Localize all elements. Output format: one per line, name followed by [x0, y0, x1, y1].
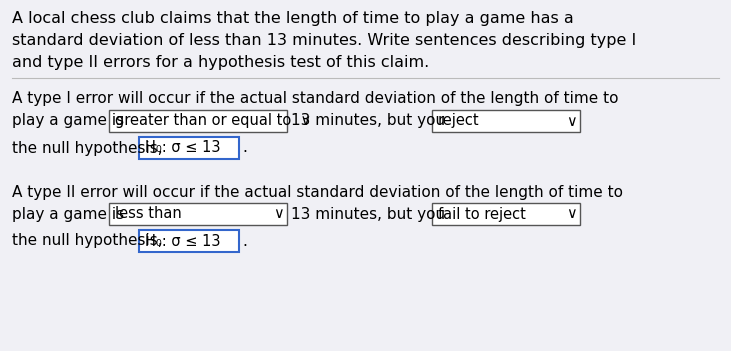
Bar: [109, 110, 287, 132]
Text: ∨: ∨: [273, 206, 284, 221]
Text: the null hypothesis,: the null hypothesis,: [12, 140, 162, 155]
Text: less than: less than: [115, 206, 182, 221]
Text: standard deviation of less than 13 minutes. Write sentences describing type I: standard deviation of less than 13 minut…: [12, 33, 636, 47]
Text: .: .: [242, 140, 247, 155]
Text: H₀: σ ≤ 13: H₀: σ ≤ 13: [145, 140, 221, 155]
Bar: [432, 110, 580, 132]
Text: 13 minutes, but you: 13 minutes, but you: [291, 206, 445, 221]
Text: 13 minutes, but you: 13 minutes, but you: [291, 113, 445, 128]
Text: greater than or equal to  ∨: greater than or equal to ∨: [115, 113, 311, 128]
Text: reject: reject: [438, 113, 480, 128]
Text: and type II errors for a hypothesis test of this claim.: and type II errors for a hypothesis test…: [12, 54, 429, 69]
Bar: [432, 203, 580, 225]
Text: ∨: ∨: [566, 206, 577, 221]
Text: A type I error will occur if the actual standard deviation of the length of time: A type I error will occur if the actual …: [12, 92, 618, 106]
Text: fail to reject: fail to reject: [438, 206, 526, 221]
Bar: [139, 230, 239, 252]
Text: A local chess club claims that the length of time to play a game has a: A local chess club claims that the lengt…: [12, 11, 574, 26]
Bar: [109, 203, 287, 225]
Text: .: .: [242, 233, 247, 249]
Text: play a game is: play a game is: [12, 113, 124, 128]
Text: ∨: ∨: [566, 113, 577, 128]
Text: H₀: σ ≤ 13: H₀: σ ≤ 13: [145, 233, 221, 249]
Bar: [139, 137, 239, 159]
Text: A type II error will occur if the actual standard deviation of the length of tim: A type II error will occur if the actual…: [12, 185, 623, 199]
Text: play a game is: play a game is: [12, 206, 124, 221]
Text: the null hypothesis,: the null hypothesis,: [12, 233, 162, 249]
